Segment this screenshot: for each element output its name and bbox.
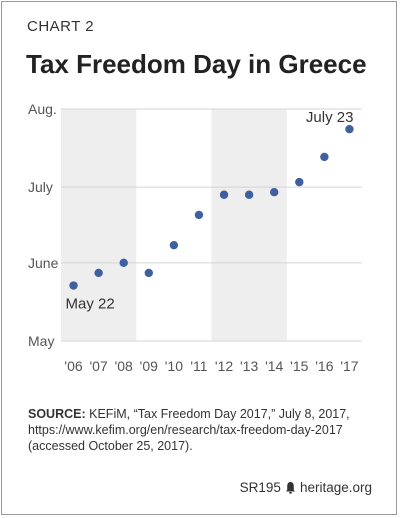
data-point (270, 188, 279, 197)
footer: SR195 heritage.org (240, 480, 372, 495)
data-point (94, 268, 103, 278)
shaded-band (211, 109, 287, 341)
data-point (345, 124, 354, 134)
x-tick-label: '07 (90, 358, 108, 374)
source-text: KEFiM, “Tax Freedom Day 2017,” July 8, 2… (28, 407, 350, 453)
y-tick-label: Aug. (28, 101, 57, 117)
site-name: heritage.org (299, 480, 372, 495)
chart-kicker: CHART 2 (27, 18, 95, 35)
source-label: SOURCE: (28, 407, 86, 421)
y-tick-label: June (28, 255, 59, 271)
chart-plot: Aug. July June May '06 '07 '08 '09 '10 '11 '12 '13 '… (28, 101, 362, 374)
bell-icon (285, 482, 295, 494)
x-tick-label: '15 (290, 358, 308, 374)
y-tick-label: May (28, 333, 54, 349)
x-tick-label: '16 (315, 358, 333, 374)
x-tick-label: '13 (240, 358, 258, 374)
y-tick-label: July (28, 179, 53, 195)
x-tick-label: '17 (340, 358, 358, 374)
data-label: May 22 (66, 296, 115, 313)
x-tick-label: '11 (190, 358, 207, 374)
report-code: SR195 (239, 480, 281, 495)
data-point (295, 177, 304, 187)
data-point (119, 258, 128, 268)
x-tick-label: '06 (64, 358, 82, 374)
data-point (320, 152, 329, 162)
data-point (244, 190, 254, 199)
x-tick-label: '09 (140, 358, 158, 374)
x-tick-label: '10 (165, 358, 183, 374)
shaded-band (61, 109, 137, 341)
x-tick-label: '12 (215, 358, 233, 374)
x-tick-label: '14 (265, 358, 283, 374)
data-point (194, 210, 204, 220)
chart-title: Tax Freedom Day in Greece (26, 49, 367, 79)
source-note: SOURCE: KEFiM, “Tax Freedom Day 2017,” J… (28, 406, 378, 454)
data-label: July 23 (306, 109, 354, 126)
data-point (144, 268, 153, 278)
x-tick-label: '08 (115, 358, 133, 374)
data-point (219, 190, 229, 199)
data-point (69, 281, 78, 290)
data-point (169, 240, 179, 250)
